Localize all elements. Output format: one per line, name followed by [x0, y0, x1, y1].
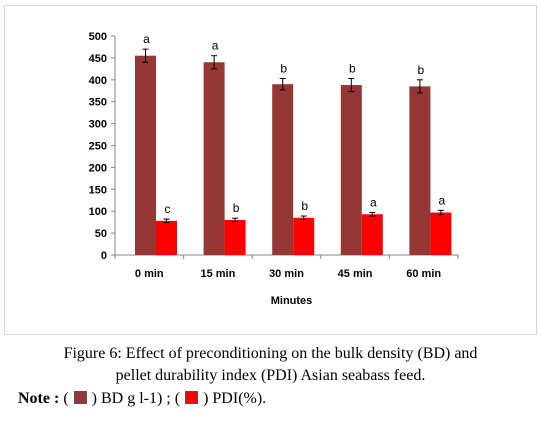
y-tick-label: 400 [89, 75, 107, 87]
bar [293, 217, 315, 255]
significance-label: a [212, 39, 219, 53]
y-tick-label: 500 [89, 31, 107, 43]
y-tick-label: 50 [95, 228, 107, 240]
note-label: Note : [18, 390, 60, 407]
y-tick-label: 250 [89, 141, 107, 153]
figure-caption-text1: Effect of preconditioning on the bulk de… [121, 345, 478, 362]
x-tick-label: 45 min [338, 268, 373, 280]
bar [272, 84, 294, 256]
x-tick-label: 0 min [135, 268, 164, 280]
x-tick-label: 30 min [269, 268, 304, 280]
figure-caption-line2: pellet durability index (PDI) Asian seab… [115, 367, 426, 384]
y-tick-label: 300 [89, 119, 107, 131]
significance-label: b [301, 199, 308, 213]
bar [135, 55, 156, 256]
x-tick-label: 60 min [406, 268, 441, 280]
figure-caption-label: Figure 6: [63, 345, 122, 362]
pdi-swatch [185, 391, 199, 404]
bar [409, 86, 431, 256]
significance-label: a [439, 193, 446, 207]
bar [203, 62, 225, 255]
significance-label: b [349, 61, 356, 75]
significance-label: b [418, 63, 425, 77]
bar [156, 220, 177, 255]
significance-label: c [165, 202, 171, 216]
y-tick-label: 200 [89, 162, 107, 174]
chart-area: 0 50 100 150 200 250 300 350 400 450 500 a c 0 min a b 1… [4, 5, 537, 335]
y-tick-label: 0 [101, 250, 107, 262]
bar [430, 212, 452, 255]
y-tick-label: 350 [89, 97, 107, 109]
bd-swatch [73, 391, 87, 404]
bar-chart: 0 50 100 150 200 250 300 350 400 450 500 a c 0 min a b 1… [89, 31, 459, 307]
significance-label: a [370, 196, 377, 210]
note-bd-text: ) BD g l-1) ; ( [87, 390, 185, 407]
figure-caption-line1: Figure 6: Effect of preconditioning on t… [0, 344, 541, 364]
x-tick-label: 15 min [200, 268, 235, 280]
x-axis-title: Minutes [271, 295, 313, 307]
significance-label: b [280, 61, 287, 75]
note-pdi-text: ) PDI(%). [199, 390, 267, 407]
y-tick-label: 150 [89, 184, 107, 196]
note-open: ( [59, 390, 73, 407]
bar [224, 219, 246, 255]
y-tick-label: 100 [89, 206, 107, 218]
significance-label: a [143, 32, 150, 46]
figure-note: Note : ( ) BD g l-1) ; ( ) PDI(%). [18, 389, 266, 409]
bar [361, 214, 383, 255]
bar [340, 85, 362, 255]
significance-label: b [233, 201, 240, 215]
y-tick-label: 450 [89, 53, 107, 65]
